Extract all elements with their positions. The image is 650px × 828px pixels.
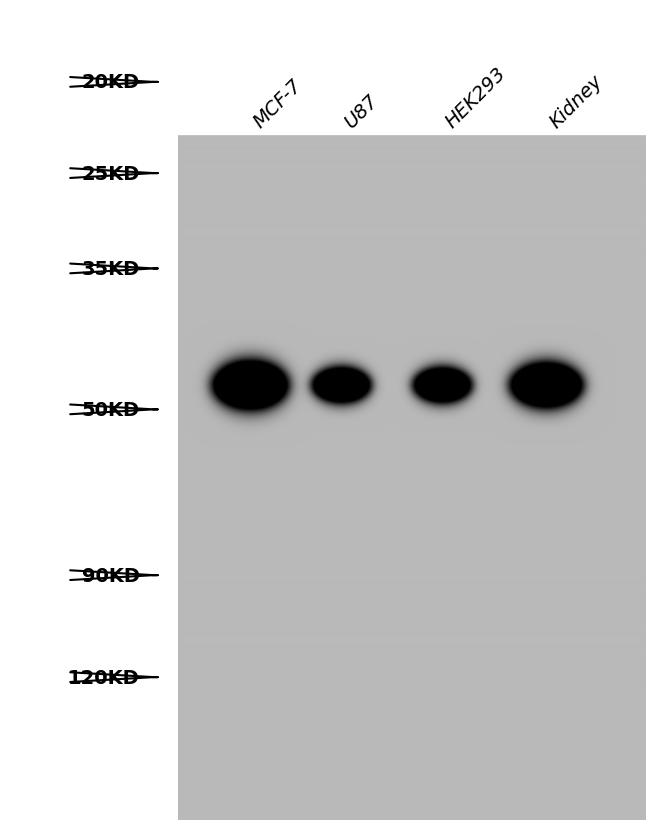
Text: 25KD: 25KD [81, 165, 140, 183]
Text: 35KD: 35KD [81, 260, 140, 278]
Text: 20KD: 20KD [82, 74, 140, 92]
Text: 90KD: 90KD [82, 566, 140, 585]
Text: 120KD: 120KD [68, 668, 140, 686]
Text: U87: U87 [341, 90, 382, 132]
Text: HEK293: HEK293 [442, 64, 510, 132]
Text: Kidney: Kidney [546, 71, 606, 132]
Text: MCF-7: MCF-7 [250, 76, 306, 132]
Text: 50KD: 50KD [82, 401, 140, 419]
